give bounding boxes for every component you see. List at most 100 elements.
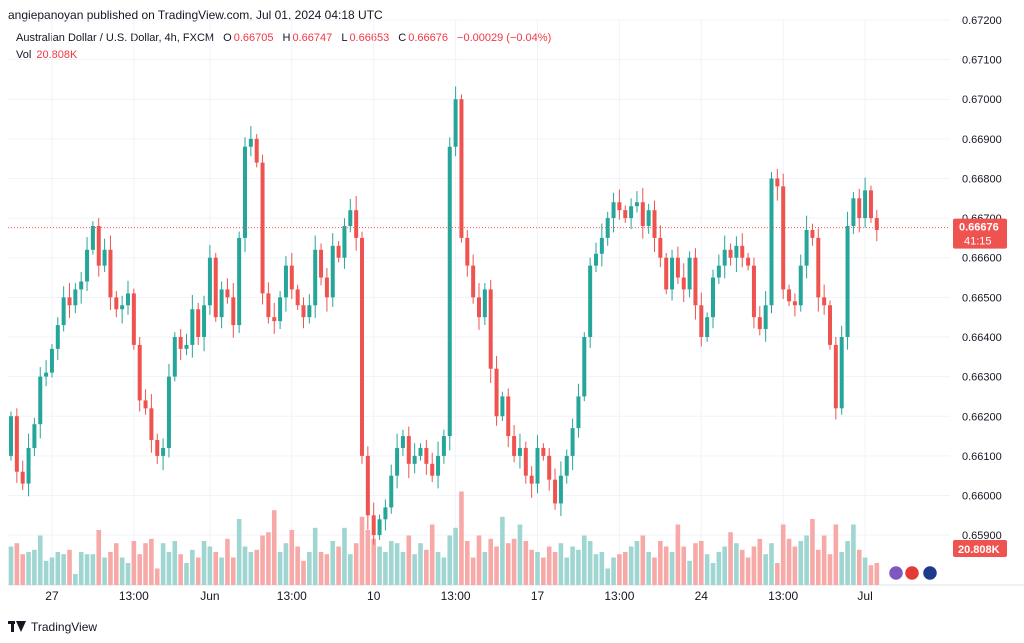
candle-body: [699, 305, 704, 337]
candle-body: [313, 249, 318, 306]
candle-body: [734, 245, 739, 258]
volume-bar: [693, 543, 698, 585]
volume-bar: [488, 538, 493, 585]
candle-body: [237, 237, 242, 326]
volume-bar: [505, 543, 511, 585]
volume-bar: [529, 549, 534, 585]
volume-bar: [330, 541, 336, 585]
candle-body: [26, 447, 31, 484]
candle-body: [558, 475, 563, 504]
volume-bar: [851, 524, 856, 585]
volume-bar: [342, 527, 347, 585]
candle-body: [482, 289, 487, 318]
candle-body: [149, 408, 154, 441]
last-price-text: 0.66676: [959, 222, 999, 234]
volume-bar: [447, 535, 453, 585]
ohlc-legend: Australian Dollar / U.S. Dollar, 4h, FXC…: [16, 32, 557, 44]
volume-bar: [435, 552, 441, 585]
volume-bar: [728, 532, 733, 585]
candle-body: [61, 297, 66, 326]
volume-bar: [786, 538, 792, 585]
volume-bar: [61, 554, 66, 585]
volume-bar: [67, 549, 72, 585]
volume-bar: [652, 557, 657, 585]
volume-bar: [271, 510, 277, 585]
candle-body: [377, 519, 382, 536]
candle-body: [798, 265, 803, 306]
volume-bar: [663, 546, 669, 585]
candle-body: [283, 265, 288, 298]
volume-bar: [195, 557, 201, 585]
time-tick-label: 13:00: [604, 589, 634, 603]
candle-body: [769, 178, 774, 306]
candle-body: [833, 344, 838, 409]
volume-bar: [669, 552, 675, 585]
candle-body: [453, 99, 458, 147]
candle-body: [664, 257, 669, 290]
candle-body: [395, 447, 400, 476]
candle-body: [477, 297, 481, 318]
candle-body: [354, 210, 359, 238]
volume-bar: [722, 546, 727, 585]
candle-body: [120, 305, 125, 310]
candle-body: [547, 455, 552, 480]
volume-bar: [558, 543, 564, 585]
candle-body: [295, 289, 300, 306]
footer-brand[interactable]: TradingView: [8, 620, 97, 634]
candle-body: [541, 447, 546, 456]
low-value: 0.66653: [349, 32, 390, 44]
volume-bar: [266, 532, 271, 585]
volume-bar: [628, 546, 634, 585]
volume-bar: [617, 554, 622, 585]
candle-body: [588, 265, 593, 337]
candle-body: [822, 297, 827, 306]
volume-bar: [14, 543, 20, 585]
candle-body: [529, 475, 534, 484]
volume-bar: [254, 549, 259, 585]
candle-body: [219, 289, 224, 318]
volume-bar: [242, 546, 248, 585]
volume-bar: [699, 541, 704, 585]
candle-body: [535, 447, 540, 484]
volume-bar: [845, 541, 850, 585]
volume-bar: [780, 524, 786, 585]
volume-bar: [190, 549, 195, 585]
candle-body: [143, 400, 148, 409]
candle-body: [728, 249, 733, 258]
volume-bar: [546, 546, 552, 585]
volume-bar: [388, 541, 394, 585]
price-tick-label: 0.65900: [962, 530, 1002, 542]
candle-body: [202, 305, 207, 337]
candle-body: [85, 249, 90, 282]
grid-lines: [8, 19, 1024, 586]
time-tick-label: 13:00: [441, 589, 471, 603]
volume-bar: [640, 535, 646, 585]
candle-body: [471, 265, 476, 298]
candle-body: [512, 436, 517, 456]
candle-body: [623, 210, 628, 219]
candle-body: [319, 249, 324, 278]
volume-bar: [862, 557, 868, 585]
volume-bar: [675, 524, 681, 585]
candle-body: [260, 162, 265, 294]
candle-body: [675, 257, 680, 278]
close-value: 0.66676: [408, 32, 448, 44]
volume-bar: [125, 563, 131, 585]
volume-bar: [587, 541, 593, 585]
volume-bar: [769, 543, 774, 585]
time-tick-label: 13:00: [277, 589, 307, 603]
volume-bar: [424, 549, 429, 585]
candle-body: [605, 218, 610, 238]
volume-bar: [207, 546, 213, 585]
volume-bar: [260, 535, 265, 585]
volume-bar: [681, 546, 687, 585]
candle-body: [845, 226, 850, 337]
volume-bar: [751, 546, 757, 585]
candle-body: [751, 265, 756, 318]
candle-body: [418, 447, 423, 456]
candle-body: [231, 297, 236, 326]
volume-bar: [219, 557, 224, 585]
candle-body: [348, 210, 353, 227]
volume-bar: [324, 554, 330, 585]
